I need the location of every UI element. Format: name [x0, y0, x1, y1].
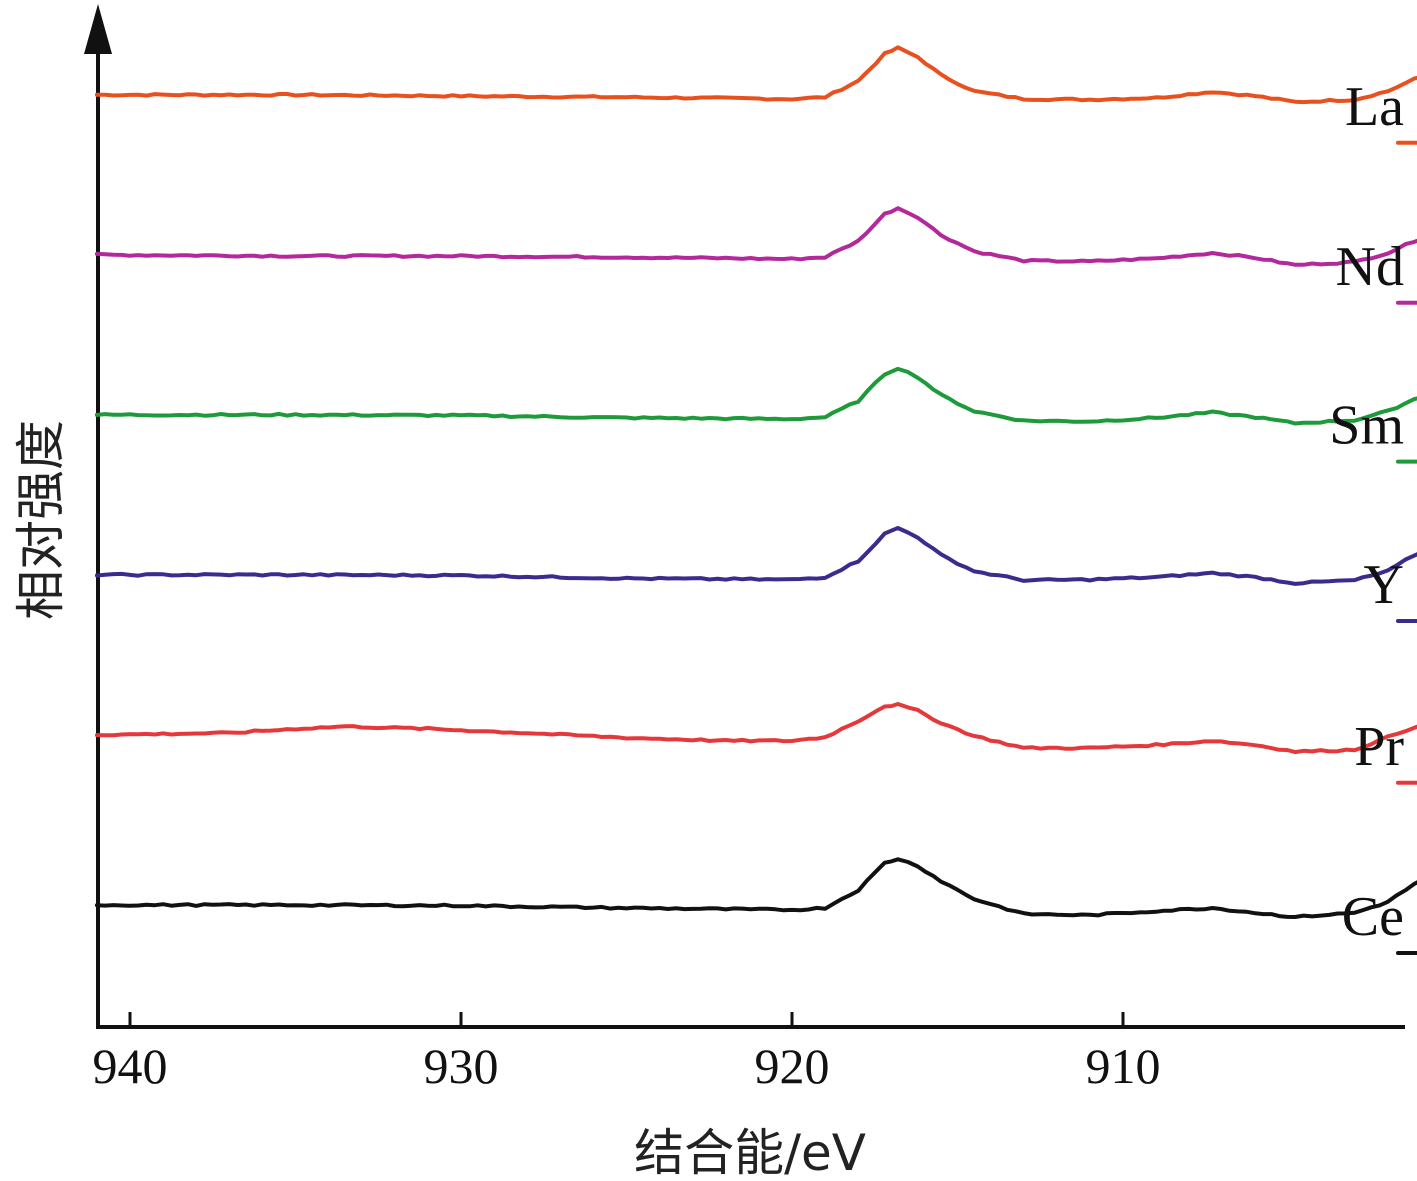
y-axis-title: 相对强度: [12, 420, 70, 620]
trace-sm: [94, 366, 1417, 464]
series-label-la: La: [1345, 76, 1404, 138]
x-ticks: 940930920910900890880870: [93, 1012, 1417, 1094]
series-labels: La Nd Sm Y Pr Ce: [1329, 76, 1404, 948]
x-tick-label: 920: [755, 1038, 830, 1094]
trace-pr: [94, 702, 1417, 785]
trace-nd: [94, 206, 1417, 305]
trace-ce: [94, 857, 1417, 955]
trace-y: [94, 526, 1417, 624]
x-tick-label: 910: [1086, 1038, 1161, 1094]
series-label-sm: Sm: [1329, 395, 1404, 457]
series-label-y: Y: [1364, 554, 1404, 616]
series-label-ce: Ce: [1342, 886, 1404, 948]
y-axis-arrow-icon: [84, 4, 112, 54]
series-label-nd: Nd: [1336, 236, 1404, 298]
traces: [94, 45, 1417, 955]
trace-la: [94, 45, 1417, 145]
series-label-pr: Pr: [1354, 716, 1404, 778]
x-tick-label: 930: [424, 1038, 499, 1094]
x-tick-label: 940: [93, 1038, 168, 1094]
x-axis-title: 结合能/eV: [634, 1124, 866, 1181]
